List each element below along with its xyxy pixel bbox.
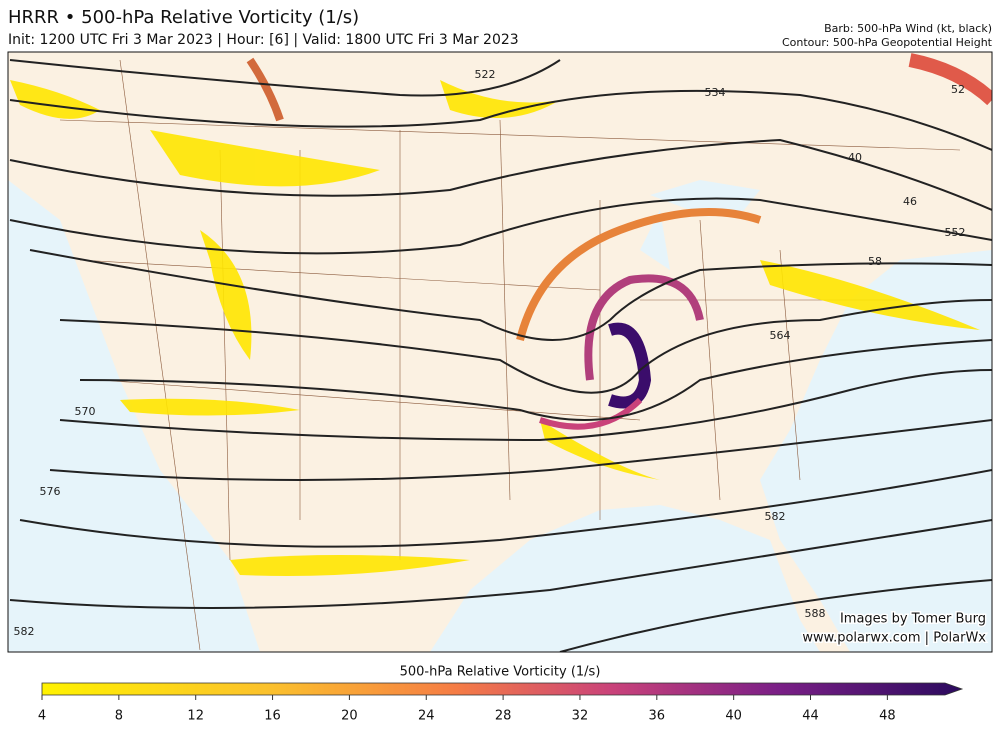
legend-barb: Barb: 500-hPa Wind (kt, black)	[824, 22, 992, 35]
contour-label: 582	[14, 625, 35, 638]
subtitle: Init: 1200 UTC Fri 3 Mar 2023 | Hour: [6…	[8, 32, 519, 48]
contour-label: 52	[951, 83, 965, 96]
contour-label: 564	[770, 329, 791, 342]
colorbar-tick-label: 48	[879, 709, 896, 724]
colorbar-label: 500-hPa Relative Vorticity (1/s)	[400, 665, 601, 680]
credit: Images by Tomer Burg	[840, 612, 986, 627]
contours	[9, 59, 992, 652]
contour-label: 40	[848, 151, 862, 164]
colorbar-ticks: 4 8 12 16 20 24 28 32 36 40 44 48	[38, 695, 896, 724]
contour-label: 534	[705, 86, 726, 99]
contour-label: 522	[475, 68, 496, 81]
colorbar-tick-label: 28	[495, 709, 512, 724]
contour-label: 582	[765, 510, 786, 523]
great-lakes	[640, 180, 760, 270]
contour-label: 58	[868, 255, 882, 268]
colorbar-tick-label: 32	[572, 709, 589, 724]
map-frame	[7, 51, 993, 653]
title: HRRR • 500-hPa Relative Vorticity (1/s)	[8, 7, 359, 28]
colorbar-tick-label: 12	[187, 709, 204, 724]
contour-label: 552	[945, 226, 966, 239]
colorbar	[41, 682, 964, 696]
map: 522 534 40 46 552 58 564 570 576 582 582…	[8, 52, 992, 652]
colorbar-tick-label: 36	[649, 709, 666, 724]
contour-label: 576	[40, 485, 61, 498]
pacific	[8, 180, 260, 652]
contour-label: 588	[805, 607, 826, 620]
vorticity-low	[10, 80, 980, 576]
atlantic	[760, 250, 992, 652]
legend-contour: Contour: 500-hPa Geopotential Height	[782, 36, 993, 49]
colorbar-tick-label: 4	[38, 709, 46, 724]
colorbar-tick-label: 40	[725, 709, 742, 724]
vorticity-high	[246, 53, 992, 430]
colorbar-tick-label: 20	[341, 709, 358, 724]
colorbar-tick-label: 44	[802, 709, 819, 724]
colorbar-tick-label: 16	[264, 709, 281, 724]
contour-label: 570	[75, 405, 96, 418]
credit: www.polarwx.com | PolarWx	[802, 631, 986, 646]
contour-label: 46	[903, 195, 917, 208]
colorbar-tick-label: 8	[115, 709, 123, 724]
colorbar-tick-label: 24	[418, 709, 435, 724]
